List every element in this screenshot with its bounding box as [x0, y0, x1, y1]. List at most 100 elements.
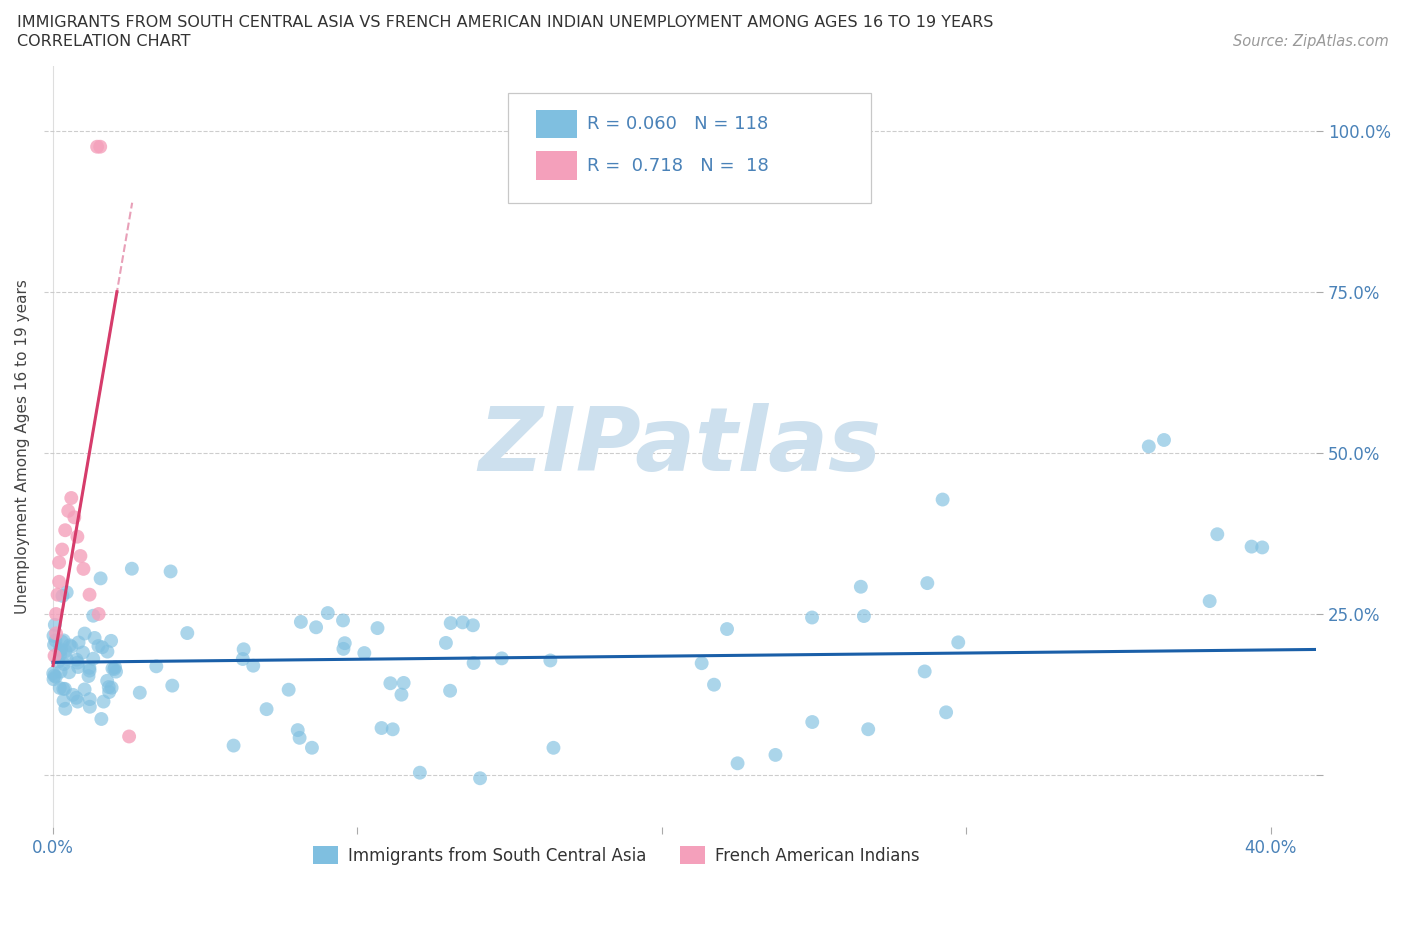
Point — [105, 664, 128, 679]
Point — [765, 748, 787, 763]
Point — [1153, 432, 1175, 447]
Point — [917, 576, 939, 591]
Point — [381, 722, 404, 737]
Point — [305, 620, 328, 635]
Point — [434, 635, 457, 650]
Point — [65, 652, 87, 667]
Point — [128, 685, 150, 700]
Point — [60, 490, 83, 505]
Point — [101, 661, 124, 676]
Text: ZIPatlas: ZIPatlas — [478, 403, 882, 490]
Point — [66, 656, 89, 671]
FancyBboxPatch shape — [536, 110, 576, 139]
Point — [801, 714, 824, 729]
Point — [89, 140, 111, 154]
Point — [1251, 540, 1274, 555]
Point — [60, 639, 83, 654]
Point — [1206, 526, 1229, 541]
Point — [232, 652, 254, 667]
Point — [159, 564, 181, 578]
Point — [52, 694, 75, 709]
Point — [42, 671, 65, 686]
Point — [332, 642, 354, 657]
Point — [366, 620, 388, 635]
Point — [852, 608, 875, 623]
Point — [288, 730, 311, 745]
Point — [48, 654, 70, 669]
Point — [45, 626, 67, 641]
Point — [353, 645, 375, 660]
Point — [79, 692, 101, 707]
Point — [96, 644, 118, 659]
Point — [55, 652, 77, 667]
Point — [82, 651, 104, 666]
Text: Source: ZipAtlas.com: Source: ZipAtlas.com — [1233, 34, 1389, 49]
Point — [716, 621, 738, 636]
Point — [72, 645, 94, 660]
Point — [162, 678, 184, 693]
Text: CORRELATION CHART: CORRELATION CHART — [17, 34, 190, 49]
Point — [287, 723, 309, 737]
Point — [451, 615, 474, 630]
Point — [79, 660, 101, 675]
Point — [48, 555, 70, 570]
Point — [380, 676, 402, 691]
Point — [42, 637, 65, 652]
Point — [370, 721, 392, 736]
Point — [62, 687, 84, 702]
Point — [73, 626, 96, 641]
Legend: Immigrants from South Central Asia, French American Indians: Immigrants from South Central Asia, Fren… — [307, 840, 927, 871]
Point — [42, 666, 65, 681]
Point — [77, 669, 100, 684]
Point — [48, 575, 70, 590]
Point — [79, 663, 101, 678]
Point — [176, 626, 198, 641]
Point — [849, 579, 872, 594]
Point — [316, 605, 339, 620]
Point — [58, 503, 80, 518]
Point — [727, 756, 749, 771]
Point — [801, 610, 824, 625]
Point — [51, 589, 73, 604]
Point — [67, 635, 90, 650]
Point — [222, 738, 245, 753]
Point — [90, 711, 112, 726]
Point — [49, 644, 72, 658]
Point — [543, 740, 565, 755]
Point — [1198, 593, 1220, 608]
Point — [121, 562, 143, 577]
Point — [45, 670, 67, 684]
Point — [103, 662, 125, 677]
Point — [703, 677, 725, 692]
Point — [333, 636, 356, 651]
Point — [935, 705, 957, 720]
Y-axis label: Unemployment Among Ages 16 to 19 years: Unemployment Among Ages 16 to 19 years — [15, 279, 30, 614]
Point — [53, 701, 76, 716]
Point — [44, 618, 66, 632]
Point — [391, 687, 413, 702]
Point — [52, 657, 75, 671]
Point — [45, 606, 67, 621]
Point — [392, 675, 415, 690]
Point — [100, 680, 122, 695]
Point — [52, 682, 75, 697]
Point — [90, 571, 112, 586]
Point — [86, 140, 108, 154]
Point — [914, 664, 936, 679]
Point — [409, 765, 432, 780]
Point — [83, 631, 105, 645]
Point — [232, 642, 254, 657]
Point — [91, 640, 114, 655]
Point — [46, 587, 69, 602]
Point — [44, 668, 66, 683]
Text: R = 0.060   N = 118: R = 0.060 N = 118 — [588, 115, 769, 133]
Point — [42, 629, 65, 644]
Point — [948, 635, 970, 650]
Point — [1137, 439, 1160, 454]
Point — [66, 529, 89, 544]
Point — [49, 647, 72, 662]
Point — [290, 615, 312, 630]
Point — [51, 634, 73, 649]
Point — [332, 613, 354, 628]
Point — [73, 682, 96, 697]
